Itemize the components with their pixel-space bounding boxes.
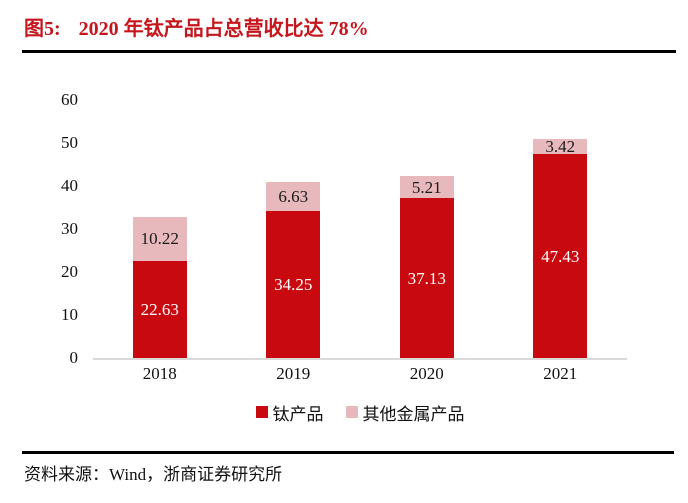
y-axis-tick-label: 20: [61, 262, 78, 281]
bar-value-label: 5.21: [411, 177, 442, 197]
bar-segment-titanium: 47.43: [533, 154, 588, 358]
plot-area: 22.63 10.22 34.25 6.63 37.13 5.21 47.43 3.42: [93, 100, 627, 360]
bar-value-label: 3.42: [545, 137, 576, 157]
bar-value-label: 34.25: [274, 274, 313, 294]
bar-value-label: 37.13: [407, 268, 446, 288]
bar-segment-other: 3.42: [533, 137, 588, 157]
figure-title: 2020 年钛产品占总营收比达 78%: [78, 18, 369, 40]
title-divider: [22, 50, 676, 53]
x-axis-label: 2020: [409, 364, 444, 383]
y-axis-tick-label: 40: [61, 176, 78, 195]
x-axis-label: 2018: [142, 364, 177, 383]
footer-divider: [22, 451, 674, 454]
bar-group-2019: 34.25 6.63: [266, 182, 321, 358]
legend-item-titanium: 钛产品: [255, 400, 324, 425]
bar-value-label: 6.63: [278, 186, 309, 206]
bar-segment-titanium: 22.63: [132, 260, 187, 358]
bar-group-2018: 22.63 10.22: [132, 216, 187, 358]
bar-segment-titanium: 34.25: [266, 210, 321, 358]
legend-swatch-icon: [345, 406, 358, 418]
x-axis-label: 2021: [543, 364, 578, 383]
y-axis-tick-label: 50: [61, 133, 78, 152]
bar-segment-titanium: 37.13: [399, 198, 454, 358]
source-note: 资料来源：Wind，浙商证券研究所: [24, 465, 283, 484]
legend-label: 钛产品: [272, 404, 324, 424]
bar-segment-other: 5.21: [399, 175, 454, 199]
legend-label: 其他金属产品: [362, 404, 465, 424]
legend-item-other: 其他金属产品: [345, 400, 465, 425]
bar-value-label: 10.22: [140, 229, 179, 249]
bar-value-label: 47.43: [541, 246, 580, 266]
bar-value-label: 22.63: [140, 299, 179, 319]
figure-title-row: 图5: 2020 年钛产品占总营收比达 78%: [24, 12, 664, 41]
y-axis-tick-label: 60: [61, 90, 78, 109]
legend: 钛产品 其他金属产品: [93, 400, 627, 425]
x-axis-label: 2019: [276, 364, 311, 383]
bar-segment-other: 6.63: [266, 182, 321, 211]
x-axis: 2018 2019 2020 2021: [93, 364, 627, 388]
y-axis-tick-label: 0: [69, 348, 79, 367]
legend-swatch-icon: [255, 406, 268, 418]
figure-label: 图5:: [24, 18, 61, 40]
y-axis: 0 10 20 30 40 50 60: [30, 91, 78, 367]
bar-segment-other: 10.22: [132, 216, 187, 261]
bar-group-2021: 47.43 3.42: [533, 137, 588, 358]
y-axis-tick-label: 10: [61, 305, 78, 324]
bar-group-2020: 37.13 5.21: [399, 175, 454, 358]
y-axis-tick-label: 30: [61, 219, 78, 238]
